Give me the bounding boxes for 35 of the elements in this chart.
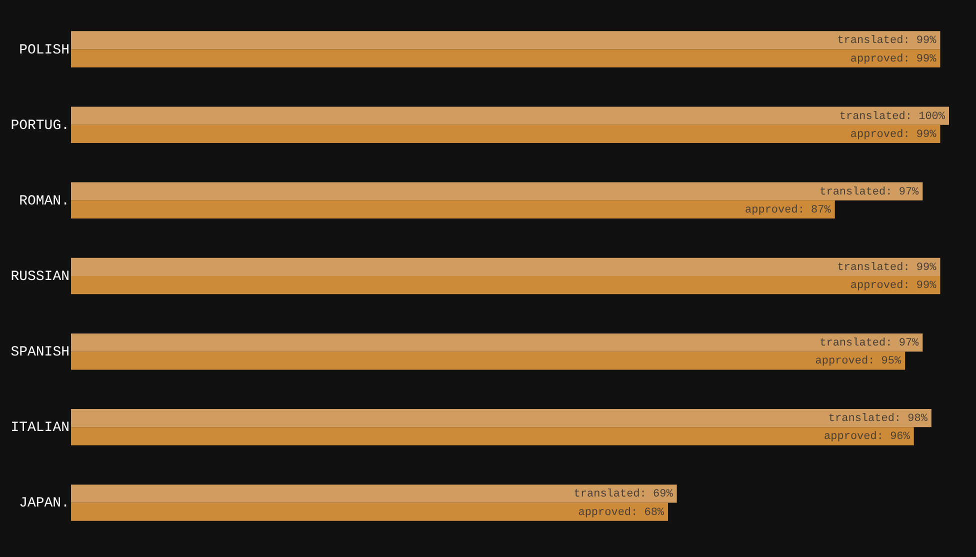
data-label: translated: 99% bbox=[837, 262, 937, 274]
bar bbox=[71, 258, 940, 276]
data-label: approved: 99% bbox=[850, 53, 937, 66]
data-label: translated: 100% bbox=[839, 110, 946, 123]
bar bbox=[71, 352, 906, 370]
data-label: approved: 68% bbox=[578, 506, 664, 519]
bar bbox=[71, 427, 914, 446]
bar bbox=[71, 276, 940, 294]
bar bbox=[71, 409, 932, 428]
data-label: translated: 99% bbox=[837, 35, 937, 48]
y-tick-label: JAPAN. bbox=[19, 496, 70, 512]
data-label: approved: 96% bbox=[824, 431, 910, 444]
y-tick-label: ITALIAN bbox=[10, 420, 70, 436]
y-tick-label: PORTUG. bbox=[10, 118, 70, 134]
bar bbox=[71, 31, 940, 50]
data-label: approved: 99% bbox=[850, 280, 937, 292]
data-label: translated: 98% bbox=[828, 413, 928, 426]
y-tick-label: SPANISH bbox=[10, 344, 70, 361]
bar bbox=[71, 106, 949, 125]
bar bbox=[71, 502, 668, 521]
bar bbox=[71, 333, 923, 352]
data-label: approved: 87% bbox=[745, 204, 832, 216]
data-label: translated: 97% bbox=[820, 186, 920, 198]
y-tick-label: RUSSIAN bbox=[10, 269, 70, 285]
bar bbox=[71, 182, 923, 200]
data-label: translated: 69% bbox=[574, 488, 674, 501]
data-label: approved: 99% bbox=[850, 128, 937, 141]
y-tick-label: POLISH bbox=[19, 42, 70, 58]
bar bbox=[71, 484, 677, 503]
bar bbox=[71, 124, 940, 143]
y-tick-label: ROMAN. bbox=[19, 193, 70, 210]
bar bbox=[71, 200, 835, 219]
data-label: translated: 97% bbox=[820, 338, 920, 350]
data-label: approved: 95% bbox=[815, 356, 902, 368]
bar bbox=[71, 49, 940, 68]
